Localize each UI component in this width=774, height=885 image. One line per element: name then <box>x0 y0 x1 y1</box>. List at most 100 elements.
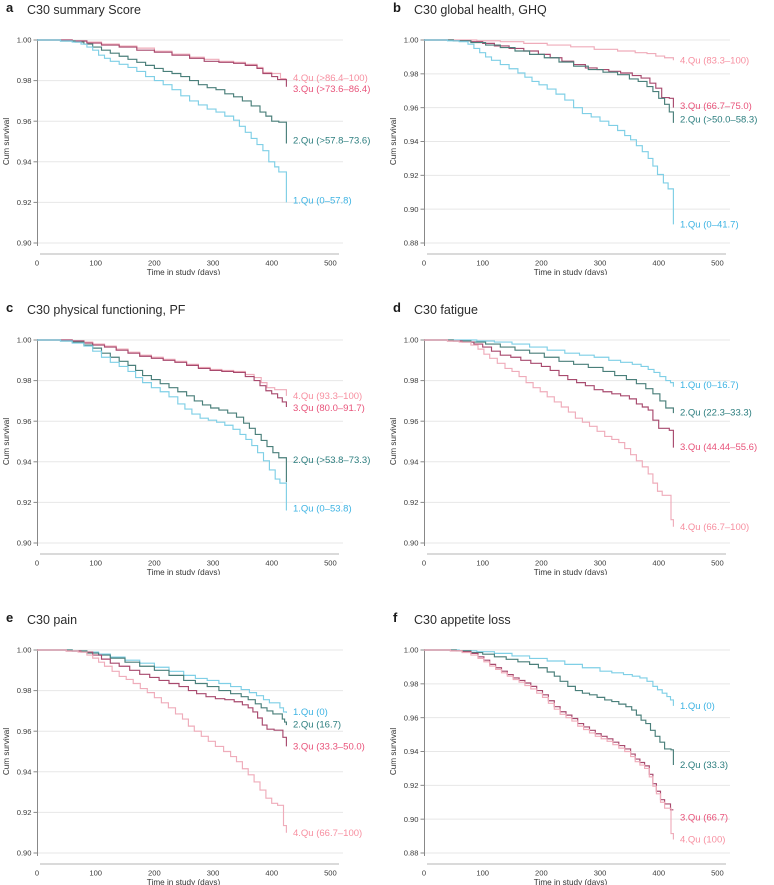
curve-label-3-Qu: 3.Qu (66.7) <box>680 813 728 824</box>
panel-a: a C30 summary Score 1.00 0.98 0.96 0.94 0.92… <box>0 0 387 275</box>
survival-curve-2-Qu <box>424 39 674 123</box>
y-axis-title: Cum survival <box>389 728 398 775</box>
survival-curve-1-Qu <box>424 339 674 387</box>
x-tick-label: 200 <box>148 259 161 268</box>
x-axis-title: Time in study (days) <box>147 568 221 575</box>
y-tick-label: 1.00 <box>17 36 32 45</box>
curve-label-3-Qu: 3.Qu (33.3–50.0) <box>293 742 365 753</box>
y-tick-label: 0.98 <box>404 376 419 385</box>
panel-letter-d: d <box>393 300 401 315</box>
y-tick-label: 0.94 <box>404 137 419 146</box>
survival-curve-1-Qu <box>424 649 674 706</box>
y-tick-label: 0.98 <box>17 376 32 385</box>
panel-title-d: C30 fatigue <box>414 303 478 317</box>
curve-label-2-Qu: 2.Qu (>57.8–73.6) <box>293 136 370 147</box>
curve-label-2-Qu: 2.Qu (>53.8–73.3) <box>293 455 370 466</box>
curve-label-1-Qu: 1.Qu (0) <box>680 701 715 712</box>
x-tick-label: 100 <box>89 559 102 568</box>
x-axis-title: Time in study (days) <box>534 268 608 275</box>
survival-curve-3-Qu <box>424 649 674 811</box>
survival-curve-2-Qu <box>37 649 287 726</box>
y-tick-label: 0.90 <box>404 205 419 214</box>
y-tick-label: 0.92 <box>404 498 419 507</box>
panel-f: f C30 appetite loss 1.00 0.98 0.96 0.94 0.92… <box>387 610 774 885</box>
curve-label-3-Qu: 3.Qu (>73.6–86.4) <box>293 84 370 95</box>
y-axis-title: Cum survival <box>2 418 11 465</box>
panel-letter-c: c <box>6 300 14 315</box>
survival-curve-3-Qu <box>37 649 287 747</box>
survival-curve-4-Qu <box>424 39 674 61</box>
survival-curve-1-Qu <box>424 39 674 225</box>
x-tick-label: 100 <box>89 869 102 878</box>
survival-curve-2-Qu <box>424 649 674 766</box>
x-tick-label: 0 <box>422 559 426 568</box>
x-tick-label: 0 <box>422 259 426 268</box>
curve-label-3-Qu: 3.Qu (80.0–91.7) <box>293 403 365 414</box>
survival-curve-2-Qu <box>37 39 287 144</box>
y-tick-label: 0.90 <box>17 539 32 548</box>
y-tick-label: 0.92 <box>17 498 32 507</box>
y-axis-title: Cum survival <box>389 418 398 465</box>
survival-curve-4-Qu <box>37 39 287 80</box>
x-tick-label: 200 <box>535 259 548 268</box>
curve-label-3-Qu: 3.Qu (66.7–75.0) <box>680 101 752 112</box>
km-chart-a: 1.00 0.98 0.96 0.94 0.92 0.90 0 100 200 300 400 500… <box>2 36 370 275</box>
y-tick-label: 1.00 <box>17 646 32 655</box>
y-tick-label: 1.00 <box>17 336 32 345</box>
curve-label-1-Qu: 1.Qu (0) <box>293 707 328 718</box>
panel-letter-b: b <box>393 0 401 15</box>
x-tick-label: 400 <box>265 559 278 568</box>
y-tick-label: 0.96 <box>404 103 419 112</box>
y-tick-label: 0.96 <box>17 417 32 426</box>
x-axis-title: Time in study (days) <box>534 878 608 885</box>
km-chart-b: 1.00 0.98 0.96 0.94 0.92 0.90 0.88 0 100 200 300 40… <box>389 36 757 275</box>
x-tick-label: 300 <box>594 869 607 878</box>
curve-label-4-Qu: 4.Qu (66.7–100) <box>293 828 362 839</box>
panel-title-f: C30 appetite loss <box>414 613 511 627</box>
x-tick-label: 300 <box>594 259 607 268</box>
survival-curve-1-Qu <box>37 339 287 511</box>
survival-curve-1-Qu <box>37 39 287 203</box>
curve-label-4-Qu: 4.Qu (100) <box>680 835 725 846</box>
y-tick-label: 1.00 <box>404 336 419 345</box>
curve-label-1-Qu: 1.Qu (0–16.7) <box>680 380 739 391</box>
x-tick-label: 200 <box>535 559 548 568</box>
y-tick-label: 0.96 <box>17 727 32 736</box>
y-tick-label: 0.98 <box>17 76 32 85</box>
y-tick-label: 1.00 <box>404 646 419 655</box>
x-tick-label: 500 <box>711 559 724 568</box>
x-tick-label: 300 <box>207 869 220 878</box>
y-axis-title: Cum survival <box>2 728 11 775</box>
survival-curve-1-Qu <box>37 649 287 713</box>
curve-label-2-Qu: 2.Qu (33.3) <box>680 760 728 771</box>
x-tick-label: 500 <box>324 559 337 568</box>
curve-label-4-Qu: 4.Qu (93.3–100) <box>293 391 362 402</box>
curve-label-4-Qu: 4.Qu (>86.4–100) <box>293 73 368 84</box>
survival-curve-4-Qu <box>424 649 674 840</box>
y-tick-label: 0.90 <box>404 539 419 548</box>
curve-label-2-Qu: 2.Qu (>50.0–58.3) <box>680 115 757 126</box>
km-chart-c: 1.00 0.98 0.96 0.94 0.92 0.90 0 100 200 300 400 500… <box>2 336 370 575</box>
y-tick-label: 0.96 <box>17 117 32 126</box>
panel-e: e C30 pain 1.00 0.98 0.96 0.94 0.92 0.90 0 100 2… <box>0 610 387 885</box>
panel-title-a: C30 summary Score <box>27 3 141 17</box>
panel-letter-f: f <box>393 610 398 625</box>
x-tick-label: 100 <box>476 559 489 568</box>
y-tick-label: 0.90 <box>17 849 32 858</box>
y-tick-label: 0.96 <box>404 713 419 722</box>
survival-curve-4-Qu <box>37 339 287 396</box>
x-tick-label: 0 <box>35 259 39 268</box>
y-tick-label: 0.94 <box>17 157 32 166</box>
survival-curve-4-Qu <box>37 649 287 833</box>
panel-d: d C30 fatigue 1.00 0.98 0.96 0.94 0.92 0.90 0 1… <box>387 300 774 575</box>
y-tick-label: 0.90 <box>17 239 32 248</box>
panel-b: b C30 global health, GHQ 1.00 0.98 0.96 0.9… <box>387 0 774 275</box>
x-tick-label: 0 <box>35 559 39 568</box>
survival-curve-4-Qu <box>424 339 674 527</box>
km-chart-f: 1.00 0.98 0.96 0.94 0.92 0.90 0.88 0 100 200 300 40… <box>389 646 730 885</box>
curve-label-3-Qu: 3.Qu (44.44–55.6) <box>680 442 757 453</box>
survival-curve-3-Qu <box>424 339 674 448</box>
survival-curve-2-Qu <box>424 339 674 414</box>
panel-letter-e: e <box>6 610 14 625</box>
